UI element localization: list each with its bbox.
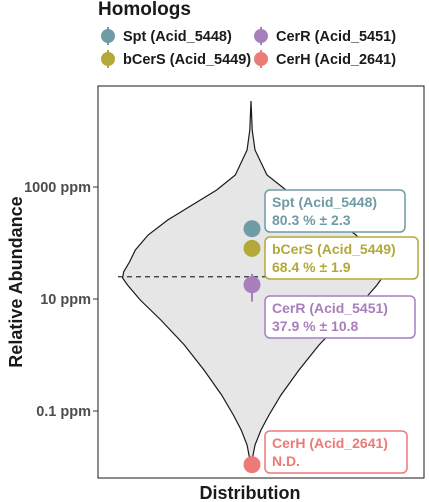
legend-key-dot [254,29,268,43]
annotation-name: bCerS (Acid_5449) [272,241,396,257]
legend-item: CerR (Acid_5451) [254,27,396,45]
annotation-value: 80.3 % ± 2.3 [272,212,351,228]
legend-label: CerR (Acid_5451) [276,29,396,45]
annotation-box [264,189,406,233]
annotation-name: Spt (Acid_5448) [272,194,377,210]
annotation-label: Spt (Acid_5448) 80.3 % ± 2.3 [264,189,406,233]
x-axis-title: Distribution [200,483,301,502]
legend-label: CerH (Acid_2641) [276,52,396,68]
legend-label: Spt (Acid_5448) [123,29,232,45]
legend-key-dot [101,52,115,66]
y-axis-title: Relative Abundance [6,196,26,367]
annotation-value: 37.9 % ± 10.8 [272,318,359,334]
legend-label: bCerS (Acid_5449) [123,52,251,68]
annotation-name: CerR (Acid_5451) [272,300,388,316]
legend-item: bCerS (Acid_5449) [101,50,251,68]
annotation-label: bCerS (Acid_5449) 68.4 % ± 1.9 [264,236,419,280]
annotation-box [264,430,408,474]
annotation-name: CerH (Acid_2641) [272,435,388,451]
annotation-label: CerH (Acid_2641) N.D. [264,430,408,474]
legend: Homologs Spt (Acid_5448) bCerS (Acid_5449… [98,0,396,68]
legend-key-dot [101,29,115,43]
legend-item: CerH (Acid_2641) [254,50,396,68]
annotation-label: CerR (Acid_5451) 37.9 % ± 10.8 [264,295,416,339]
y-tick-label: 1000 ppm [24,180,91,196]
data-point [243,220,261,238]
annotation-value: 68.4 % ± 1.9 [272,259,351,275]
data-point [243,456,261,474]
legend-key-dot [254,52,268,66]
legend-item: Spt (Acid_5448) [101,27,232,45]
annotation-box [264,295,416,339]
data-point [243,239,261,257]
annotation-box [264,236,419,280]
y-tick-label: 10 ppm [40,292,91,308]
y-tick-label: 0.1 ppm [36,404,91,420]
legend-title: Homologs [98,0,191,20]
annotation-value: N.D. [272,453,300,469]
data-point [243,276,261,294]
